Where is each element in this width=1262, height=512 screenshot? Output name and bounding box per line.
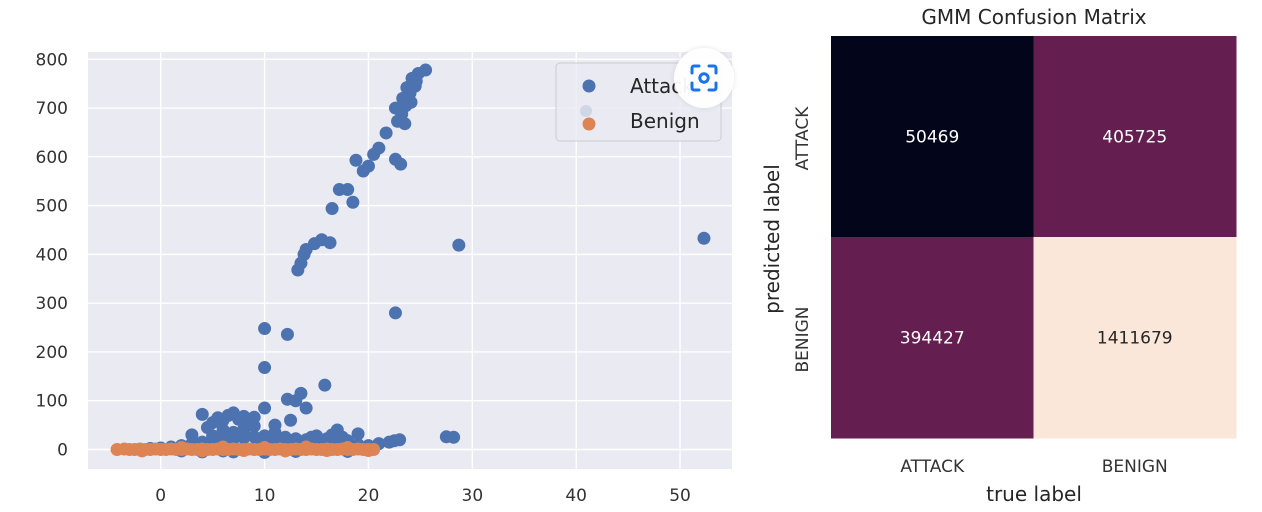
attack-point <box>396 91 410 105</box>
attack-point <box>323 236 337 250</box>
attack-point <box>318 378 332 392</box>
heatmap-cell <box>831 237 1034 439</box>
heatmap-cell-labels: 50469 405725 394427 1411679 <box>900 128 1173 349</box>
x-tick-label: 10 <box>254 486 276 506</box>
attack-point <box>280 327 294 341</box>
x-tick-label: 20 <box>358 486 380 506</box>
attack-point <box>294 386 308 400</box>
attack-point <box>258 361 272 375</box>
x-tick-label: 0 <box>155 486 166 506</box>
attack-point <box>379 126 393 140</box>
y-tick-label: 300 <box>36 294 68 314</box>
legend-marker-attack-echo <box>580 105 592 117</box>
benign-point <box>237 443 251 457</box>
attack-point <box>398 117 412 131</box>
attack-point <box>310 429 324 443</box>
heatmap-cells <box>831 36 1237 439</box>
legend-marker-attack <box>582 79 596 93</box>
attack-point <box>284 413 298 427</box>
attack-point <box>341 183 355 197</box>
benign-point <box>216 440 230 454</box>
x-tick-label: 40 <box>565 486 587 506</box>
heatmap-x-axis-label: true label <box>986 482 1082 506</box>
benign-point <box>135 444 149 458</box>
attack-point <box>419 63 433 77</box>
heatmap-cell-value: 405725 <box>1102 128 1167 148</box>
attack-point <box>325 428 339 442</box>
x-tick-label: 50 <box>669 486 691 506</box>
attack-point <box>388 101 402 115</box>
attack-point <box>289 432 303 446</box>
lens-scan-icon <box>690 64 718 92</box>
benign-point <box>320 443 334 457</box>
attack-point <box>361 159 375 173</box>
x-tick-label: 30 <box>462 486 484 506</box>
heatmap-title: GMM Confusion Matrix <box>921 5 1146 29</box>
heatmap-cell-value: 50469 <box>905 128 959 148</box>
heatmap-y-axis-label: predicted label <box>760 164 784 314</box>
attack-point <box>185 428 199 442</box>
heatmap-cell <box>1033 237 1237 439</box>
attack-point <box>195 407 209 421</box>
attack-point <box>394 157 408 171</box>
y-tick-label: 400 <box>36 245 68 265</box>
attack-point <box>216 423 230 437</box>
heatmap-x-tick-labels: ATTACK BENIGN <box>900 457 1167 477</box>
heatmap-y-tick-labels: ATTACK BENIGN <box>793 106 813 373</box>
attack-point <box>325 202 339 216</box>
attack-point <box>697 231 711 245</box>
heatmap-x-tick-label: ATTACK <box>900 457 965 477</box>
attack-point <box>349 153 363 167</box>
benign-point <box>174 441 188 455</box>
attack-point <box>351 427 365 441</box>
heatmap-cell <box>1033 36 1237 238</box>
benign-point <box>195 444 209 458</box>
attack-point <box>409 74 423 88</box>
attack-point <box>258 401 272 415</box>
attack-point <box>346 195 360 209</box>
y-tick-label: 0 <box>57 440 68 460</box>
benign-point <box>361 443 375 457</box>
attack-point <box>447 430 461 444</box>
benign-series <box>110 440 381 458</box>
y-tick-label: 500 <box>36 197 68 217</box>
legend-label-benign: Benign <box>630 109 700 133</box>
legend-marker-benign <box>582 117 596 131</box>
benign-point <box>341 441 355 455</box>
attack-point <box>206 429 220 443</box>
heatmap-cell-value: 1411679 <box>1097 329 1173 349</box>
y-tick-label: 100 <box>36 392 68 412</box>
attack-point <box>372 141 386 155</box>
lens-scan-button[interactable] <box>674 48 734 108</box>
y-tick-label: 600 <box>36 148 68 168</box>
attack-point <box>335 430 349 444</box>
y-tick-label: 200 <box>36 343 68 363</box>
attack-point <box>393 433 407 447</box>
attack-point <box>299 401 313 415</box>
heatmap-x-tick-label: BENIGN <box>1102 457 1168 477</box>
attack-point <box>247 419 261 433</box>
y-tick-label: 800 <box>36 50 68 70</box>
benign-point <box>299 440 313 454</box>
attack-point <box>452 238 466 252</box>
heatmap-y-tick-label: BENIGN <box>793 306 813 372</box>
heatmap-cell <box>831 36 1034 238</box>
y-tick-label: 700 <box>36 99 68 119</box>
benign-point <box>258 441 272 455</box>
heatmap-cell-value: 394427 <box>900 329 965 349</box>
benign-point <box>278 444 292 458</box>
attack-point <box>258 322 272 336</box>
attack-point <box>388 306 402 320</box>
attack-point <box>237 427 251 441</box>
heatmap-y-tick-label: ATTACK <box>793 106 813 171</box>
confusion-matrix: GMM Confusion Matrix 50469 405725 394427 14… <box>760 5 1237 506</box>
